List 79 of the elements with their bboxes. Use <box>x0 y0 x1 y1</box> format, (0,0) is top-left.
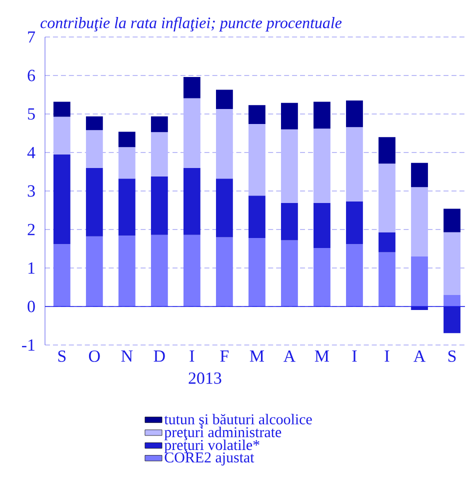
x-tick-label: M <box>250 350 264 362</box>
bar <box>444 208 460 232</box>
y-tick-label: 7 <box>28 31 36 43</box>
bar <box>346 201 363 244</box>
bar <box>150 234 168 306</box>
bar <box>248 105 266 124</box>
bar <box>118 236 136 306</box>
bar <box>281 129 298 203</box>
legend-label: preţuri administrate <box>164 426 282 440</box>
bar <box>86 168 103 236</box>
x-tick-label: S <box>448 350 456 362</box>
bar <box>53 116 70 154</box>
x-tick-label: A <box>414 350 426 362</box>
bar <box>53 102 70 117</box>
bar <box>53 244 70 306</box>
x-tick-label: A <box>284 350 296 362</box>
y-tick-label: -1 <box>22 339 34 351</box>
bar <box>444 232 460 295</box>
y-tick-label: 5 <box>28 108 35 120</box>
bar <box>150 176 168 235</box>
text: 2013 <box>188 372 222 384</box>
y-tick-label: 6 <box>28 70 36 82</box>
bar <box>411 162 428 188</box>
bar <box>346 127 363 202</box>
bar <box>150 132 168 176</box>
y-tick-label: 2 <box>28 224 35 236</box>
bar <box>346 100 363 128</box>
legend-label: preţuri volatile* <box>164 440 260 454</box>
bar <box>248 196 266 238</box>
bar <box>86 130 103 168</box>
bar <box>411 187 428 256</box>
x-tick-label: I <box>190 350 194 362</box>
bar <box>314 128 330 203</box>
bar <box>216 178 233 238</box>
bar <box>314 102 330 129</box>
bar <box>444 306 460 334</box>
x-tick-label: O <box>88 350 100 362</box>
x-tick-label: F <box>220 350 229 362</box>
bar <box>216 90 233 109</box>
bar <box>183 234 200 306</box>
bar <box>346 244 363 306</box>
bar <box>86 236 103 306</box>
bar <box>314 202 330 248</box>
bar <box>314 248 330 306</box>
x-tick-label: D <box>154 350 165 362</box>
bar <box>248 124 266 196</box>
bar <box>118 132 136 148</box>
bar <box>281 102 298 130</box>
chart-title: contribuţie la rata inflaţiei; puncte procentuale <box>40 16 342 32</box>
x-tick-label: I <box>384 350 390 362</box>
legend-label: tutun şi băuturi alcoolice <box>164 414 312 428</box>
bar <box>216 109 233 179</box>
x-tick-label: S <box>58 350 66 362</box>
x-tick-label: N <box>121 350 133 362</box>
bar <box>281 240 298 306</box>
bar <box>378 252 396 306</box>
bar <box>444 294 460 306</box>
bar <box>216 237 233 306</box>
bar <box>183 98 200 168</box>
bar <box>118 178 136 236</box>
y-tick-label: 0 <box>28 300 35 312</box>
bar <box>118 147 136 179</box>
bar <box>53 154 70 244</box>
x-tick-label: M <box>314 350 329 362</box>
y-tick-label: 1 <box>28 262 34 274</box>
bar <box>281 202 298 240</box>
bar <box>411 256 428 306</box>
bar <box>86 116 103 130</box>
bar <box>378 164 396 232</box>
y-tick-label: 4 <box>27 146 36 158</box>
bar <box>183 168 200 235</box>
bar <box>378 137 396 164</box>
bar <box>150 116 168 132</box>
legend-label: CORE2 ajustat <box>164 452 254 466</box>
x-tick-label: I <box>352 350 357 362</box>
bar <box>378 232 396 252</box>
bar <box>248 238 266 306</box>
bar <box>183 77 200 98</box>
y-tick-label: 3 <box>28 185 35 197</box>
